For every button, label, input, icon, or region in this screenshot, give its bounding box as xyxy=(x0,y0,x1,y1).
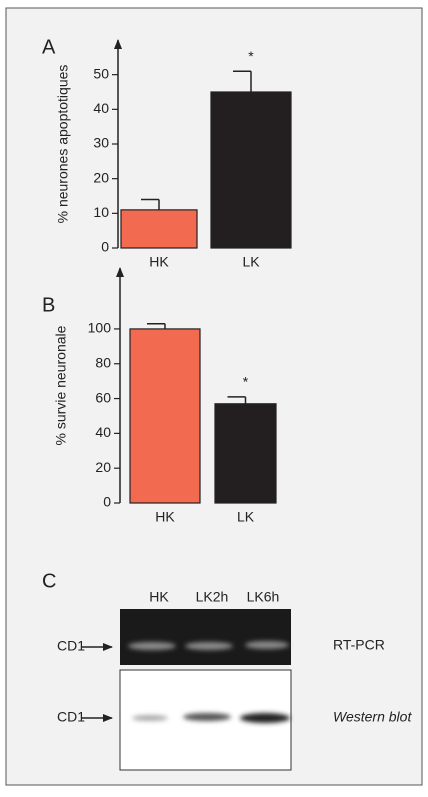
y-tick-label: 40 xyxy=(95,424,111,440)
y-tick-label: 60 xyxy=(95,389,111,405)
lane-label: LK6h xyxy=(247,589,280,605)
lane-label: LK2h xyxy=(196,589,229,605)
y-axis-label: % neurones apoptotiques xyxy=(55,65,71,224)
y-tick-label: 50 xyxy=(93,65,109,81)
x-tick-label: HK xyxy=(155,509,175,525)
x-tick-label: LK xyxy=(242,254,260,270)
rt-pcr-bands xyxy=(128,641,289,650)
y-axis-label: % survie neuronale xyxy=(53,325,69,445)
panel-label: C xyxy=(42,570,56,592)
y-tick-label: 0 xyxy=(101,239,109,255)
rt-pcr-gel xyxy=(120,609,291,665)
y-tick-label: 20 xyxy=(95,459,111,475)
bar xyxy=(121,210,197,248)
bar xyxy=(130,329,200,503)
figure: C HK LK2h LK6h CD1 RT-PCR CD1 Western bl… xyxy=(0,0,428,792)
bar xyxy=(211,92,291,248)
y-tick-label: 10 xyxy=(93,204,109,220)
panel-label: A xyxy=(42,36,56,58)
marker-label: CD1 xyxy=(57,638,85,654)
x-tick-label: HK xyxy=(149,254,169,270)
marker-label: CD1 xyxy=(57,709,85,725)
panel-label: B xyxy=(42,294,55,316)
y-tick-label: 0 xyxy=(103,494,111,510)
y-tick-label: 100 xyxy=(88,320,112,336)
y-tick-label: 80 xyxy=(95,354,111,370)
significance-mark: * xyxy=(248,48,254,64)
y-tick-label: 20 xyxy=(93,169,109,185)
y-tick-label: 40 xyxy=(93,100,109,116)
row-label: RT-PCR xyxy=(333,637,385,653)
bar xyxy=(215,404,276,503)
y-tick-label: 30 xyxy=(93,135,109,151)
significance-mark: * xyxy=(243,374,249,390)
lane-label: HK xyxy=(149,589,169,605)
row-label: Western blot xyxy=(333,709,412,725)
x-tick-label: LK xyxy=(237,509,255,525)
